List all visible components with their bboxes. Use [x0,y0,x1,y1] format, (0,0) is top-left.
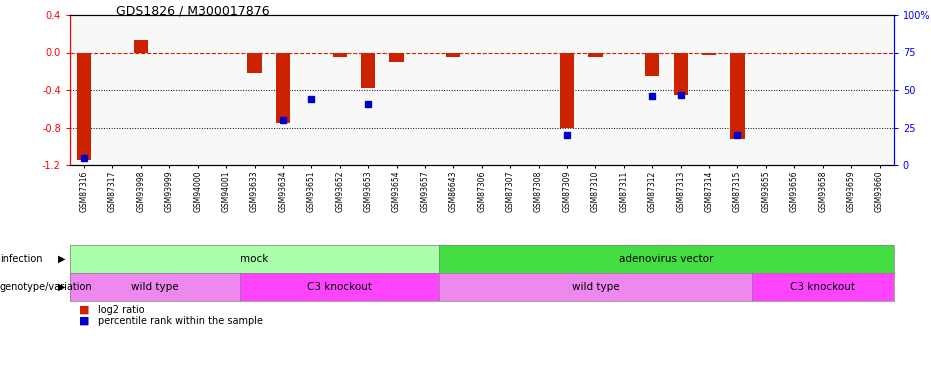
Text: ▶: ▶ [58,254,65,264]
Text: mock: mock [240,254,269,264]
Bar [134,40,148,53]
Bar [731,53,745,139]
Bar [673,53,688,95]
Bar [332,53,347,57]
Text: adenovirus vector: adenovirus vector [619,254,714,264]
Text: infection: infection [0,254,43,264]
Text: wild type: wild type [131,282,179,292]
Bar [248,53,262,73]
Bar [276,53,290,123]
Text: ▶: ▶ [58,282,65,292]
Bar [702,53,716,56]
Bar [588,53,602,57]
Text: C3 knockout: C3 knockout [307,282,372,292]
Bar [77,53,91,160]
Text: ■: ■ [79,316,89,326]
Text: GDS1826 / M300017876: GDS1826 / M300017876 [116,5,270,18]
Bar [389,53,404,62]
Bar [560,53,574,128]
Text: C3 knockout: C3 knockout [790,282,856,292]
Text: ■: ■ [79,305,89,315]
Text: genotype/variation: genotype/variation [0,282,92,292]
Bar [446,53,461,57]
Bar [645,53,659,76]
Text: wild type: wild type [572,282,619,292]
Text: percentile rank within the sample: percentile rank within the sample [98,316,263,326]
Text: log2 ratio: log2 ratio [98,305,144,315]
Bar [361,53,375,88]
